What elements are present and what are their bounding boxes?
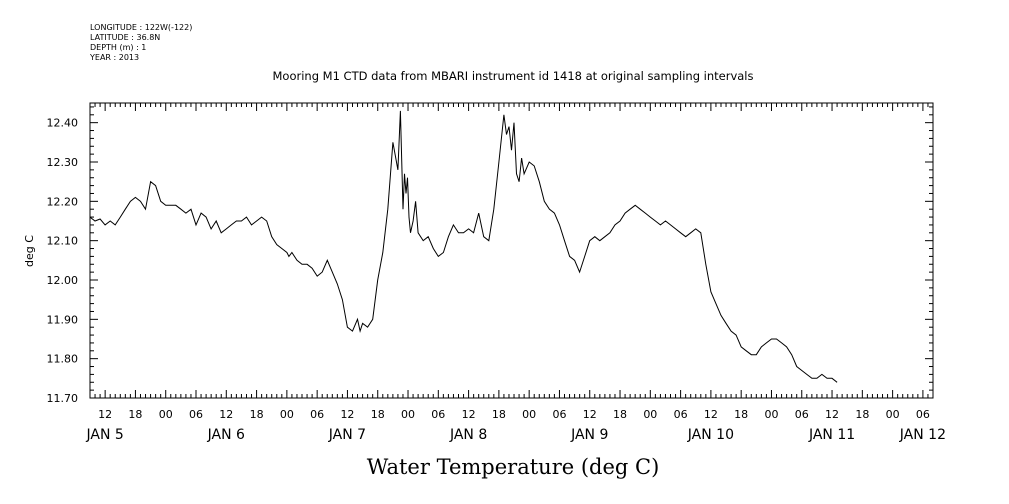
x-tick-label: 12 xyxy=(340,408,354,421)
axis-ticks xyxy=(89,103,934,399)
longitude-label: LONGITUDE : 122W(-122) xyxy=(90,23,192,32)
y-tick-label: 12.20 xyxy=(47,195,79,208)
x-tick-label: 12 xyxy=(825,408,839,421)
x-tick-label: 00 xyxy=(401,408,415,421)
x-tick-label: 06 xyxy=(795,408,809,421)
x-day-label: JAN 12 xyxy=(899,427,946,443)
x-day-label: JAN 5 xyxy=(85,427,123,443)
y-axis-label: deg C xyxy=(23,235,36,267)
x-tick-label: 06 xyxy=(916,408,930,421)
x-tick-label: 18 xyxy=(128,408,142,421)
x-tick-label: 00 xyxy=(522,408,536,421)
axis-tick-labels: 12.40 12.30 12.20 12.10 12.00 11.90 11.80 11.70… xyxy=(47,117,947,443)
plot-frame xyxy=(89,102,934,399)
x-tick-label: 06 xyxy=(431,408,445,421)
x-tick-label: 18 xyxy=(734,408,748,421)
x-day-label: JAN 7 xyxy=(328,427,366,443)
x-tick-label: 12 xyxy=(462,408,476,421)
x-axis-label: Water Temperature (deg C) xyxy=(367,455,660,479)
x-tick-label: 06 xyxy=(189,408,203,421)
y-tick-label: 11.70 xyxy=(47,392,79,405)
x-tick-label: 12 xyxy=(219,408,233,421)
x-tick-label: 00 xyxy=(764,408,778,421)
x-tick-label: 06 xyxy=(310,408,324,421)
depth-label: DEPTH (m) : 1 xyxy=(90,43,146,52)
x-tick-label: 12 xyxy=(98,408,112,421)
x-tick-label: 12 xyxy=(704,408,718,421)
x-tick-label: 06 xyxy=(552,408,566,421)
x-day-label: JAN 10 xyxy=(687,427,734,443)
y-tick-label: 12.30 xyxy=(47,156,79,169)
x-tick-label: 00 xyxy=(280,408,294,421)
year-label: YEAR : 2013 xyxy=(89,53,139,62)
y-tick-label: 12.10 xyxy=(47,235,79,248)
x-tick-label: 18 xyxy=(613,408,627,421)
x-tick-label: 00 xyxy=(643,408,657,421)
x-tick-label: 12 xyxy=(583,408,597,421)
x-tick-label: 06 xyxy=(674,408,688,421)
x-tick-label: 18 xyxy=(250,408,264,421)
x-tick-label: 18 xyxy=(855,408,869,421)
series-line xyxy=(89,110,838,383)
x-tick-label: 18 xyxy=(371,408,385,421)
y-tick-label: 11.90 xyxy=(47,313,79,326)
y-tick-label: 12.40 xyxy=(47,117,79,130)
x-day-label: JAN 6 xyxy=(207,427,245,443)
x-tick-label: 18 xyxy=(492,408,506,421)
x-tick-label: 00 xyxy=(886,408,900,421)
chart-title: Mooring M1 CTD data from MBARI instrumen… xyxy=(273,69,754,83)
y-tick-label: 12.00 xyxy=(47,274,79,287)
y-tick-label: 11.80 xyxy=(47,353,79,366)
x-day-label: JAN 9 xyxy=(570,427,608,443)
metadata-block: LONGITUDE : 122W(-122) LATITUDE : 36.8N … xyxy=(89,23,192,62)
x-day-label: JAN 8 xyxy=(449,427,487,443)
x-tick-label: 00 xyxy=(159,408,173,421)
x-day-label: JAN 11 xyxy=(808,427,855,443)
latitude-label: LATITUDE : 36.8N xyxy=(90,33,160,42)
